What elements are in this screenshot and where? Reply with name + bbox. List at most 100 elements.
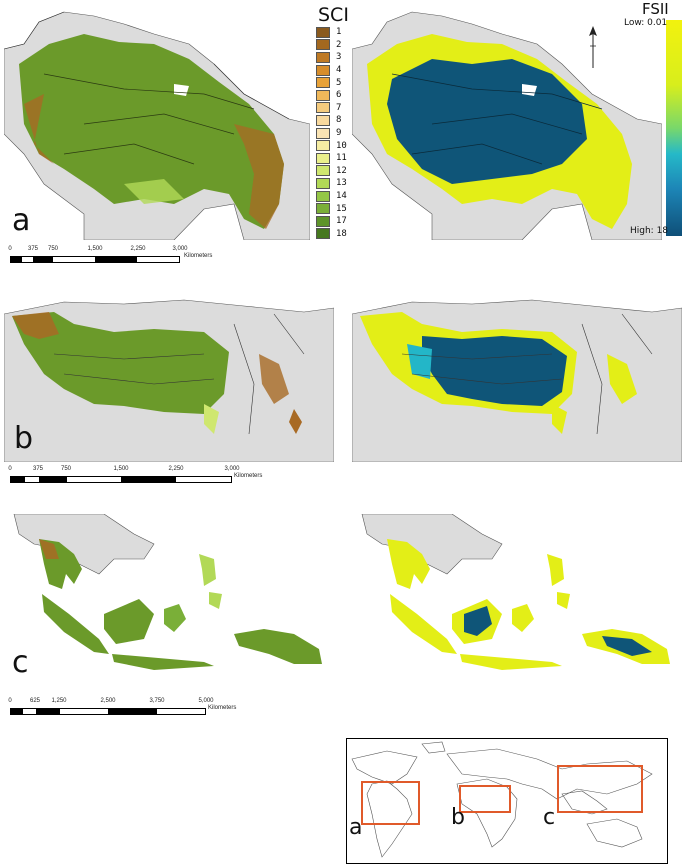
scalebar-tick: 5,000 <box>198 698 214 704</box>
sci-map-amazon: a <box>4 4 310 240</box>
panel-letter-b: b <box>14 421 34 456</box>
sci-legend-swatch <box>316 215 330 227</box>
scalebar-a-unit: Kilometers <box>184 253 213 259</box>
sci-legend-item: 8 <box>316 114 349 127</box>
sci-legend-item: 10 <box>316 139 349 152</box>
sci-legend-swatch <box>316 177 330 189</box>
fsii-map-southeast-asia <box>352 514 682 684</box>
sci-legend-items: 1 2 3 4 5 6 7 8 9 10 11 12 13 14 15 17 18 <box>316 26 349 240</box>
sci-legend-label: 13 <box>336 178 347 189</box>
sci-legend: SCI 1 2 3 4 5 6 7 8 9 10 11 12 13 14 15 17 18 <box>316 4 349 240</box>
sci-legend-label: 9 <box>336 128 342 139</box>
sci-legend-label: 2 <box>336 39 342 50</box>
sci-map-southeast-asia-svg <box>13 514 322 670</box>
sci-legend-item: 9 <box>316 127 349 140</box>
scalebar-a-bar <box>10 256 180 263</box>
locator-label-c: c <box>543 805 556 830</box>
sci-legend-label: 17 <box>336 216 347 227</box>
fsii-map-congo-svg <box>352 299 682 462</box>
sci-legend-item: 15 <box>316 202 349 215</box>
sci-legend-item: 14 <box>316 190 349 203</box>
sci-legend-label: 4 <box>336 65 342 76</box>
sci-legend-swatch <box>316 64 330 76</box>
sci-map-congo-svg <box>4 299 334 462</box>
sci-legend-swatch <box>316 152 330 164</box>
sci-legend-item: 3 <box>316 51 349 64</box>
fsii-map-congo <box>352 294 682 462</box>
sci-legend-swatch <box>316 114 330 126</box>
locator-box-c <box>557 765 643 813</box>
scalebar-a: 0 375 750 1,500 2,250 3,000 Kilometers <box>8 244 212 263</box>
sci-map-amazon-svg <box>4 11 310 240</box>
scalebar-tick: 1,500 <box>87 246 103 252</box>
scalebar-tick: 625 <box>29 698 41 704</box>
sci-legend-swatch <box>316 39 330 51</box>
sci-legend-item: 12 <box>316 165 349 178</box>
sci-legend-item: 6 <box>316 89 349 102</box>
sci-legend-label: 10 <box>336 140 347 151</box>
sci-legend-item: 7 <box>316 102 349 115</box>
scalebar-tick: 3,750 <box>149 698 165 704</box>
fsii-legend-title: FSII <box>642 0 669 18</box>
locator-label-a: a <box>349 815 363 840</box>
scalebar-tick: 3,000 <box>172 246 188 252</box>
sci-legend-swatch <box>316 228 330 240</box>
sci-legend-item: 18 <box>316 228 349 241</box>
sci-map-southeast-asia: c <box>4 514 340 684</box>
scalebar-tick: 2,500 <box>100 698 116 704</box>
world-locator-map: a b c <box>346 738 668 864</box>
north-arrow-icon <box>586 26 600 75</box>
sci-legend-item: 13 <box>316 177 349 190</box>
scalebar-tick: 0 <box>8 246 12 252</box>
sci-legend-label: 7 <box>336 102 342 113</box>
scalebar-tick: 1,500 <box>113 466 129 472</box>
scalebar-tick: 1,250 <box>51 698 67 704</box>
sci-legend-label: 12 <box>336 165 347 176</box>
locator-box-a <box>361 781 420 825</box>
fsii-map-amazon-svg <box>352 11 662 240</box>
scalebar-tick: 2,250 <box>130 246 146 252</box>
sci-legend-swatch <box>316 26 330 38</box>
scalebar-b-bar <box>10 476 232 483</box>
sci-legend-swatch <box>316 51 330 63</box>
sci-legend-swatch <box>316 89 330 101</box>
sci-legend-swatch <box>316 140 330 152</box>
sci-legend-item: 2 <box>316 39 349 52</box>
sci-legend-swatch <box>316 165 330 177</box>
sci-legend-label: 6 <box>336 90 342 101</box>
scalebar-tick: 375 <box>32 466 44 472</box>
fsii-high-label: High: 18 <box>630 226 669 236</box>
locator-box-b <box>459 785 511 813</box>
sci-map-congo: b <box>4 294 334 462</box>
scalebar-tick: 750 <box>47 246 59 252</box>
scalebar-b-ticks: 0 375 750 1,500 2,250 3,000 <box>8 464 239 476</box>
scalebar-tick: 2,250 <box>168 466 184 472</box>
scalebar-c-unit: Kilometers <box>208 705 237 711</box>
scalebar-b-unit: Kilometers <box>234 473 263 479</box>
fsii-low-label: Low: 0.01 <box>624 18 668 28</box>
sci-legend-label: 14 <box>336 191 347 202</box>
scalebar-tick: 0 <box>8 466 12 472</box>
scalebar-b: 0 375 750 1,500 2,250 3,000 Kilometers <box>8 464 262 483</box>
scalebar-a-ticks: 0 375 750 1,500 2,250 3,000 <box>8 244 187 256</box>
sci-legend-swatch <box>316 127 330 139</box>
locator-label-b: b <box>451 805 465 830</box>
sci-legend-label: 3 <box>336 52 342 63</box>
sci-legend-item: 1 <box>316 26 349 39</box>
panel-letter-c: c <box>12 645 29 680</box>
sci-legend-label: 5 <box>336 77 342 88</box>
sci-legend-swatch <box>316 77 330 89</box>
sci-legend-label: 18 <box>336 228 347 239</box>
sci-legend-swatch <box>316 203 330 215</box>
sci-legend-item: 11 <box>316 152 349 165</box>
sci-legend-label: 1 <box>336 27 342 38</box>
world-outline-svg <box>351 741 653 858</box>
fsii-color-ramp <box>666 20 682 236</box>
sci-legend-item: 5 <box>316 76 349 89</box>
fsii-map-amazon <box>352 4 662 240</box>
scalebar-c-bar <box>10 708 206 715</box>
sci-legend-label: 15 <box>336 203 347 214</box>
sci-legend-label: 11 <box>336 153 347 164</box>
sci-legend-title: SCI <box>318 4 349 26</box>
scalebar-tick: 375 <box>27 246 39 252</box>
